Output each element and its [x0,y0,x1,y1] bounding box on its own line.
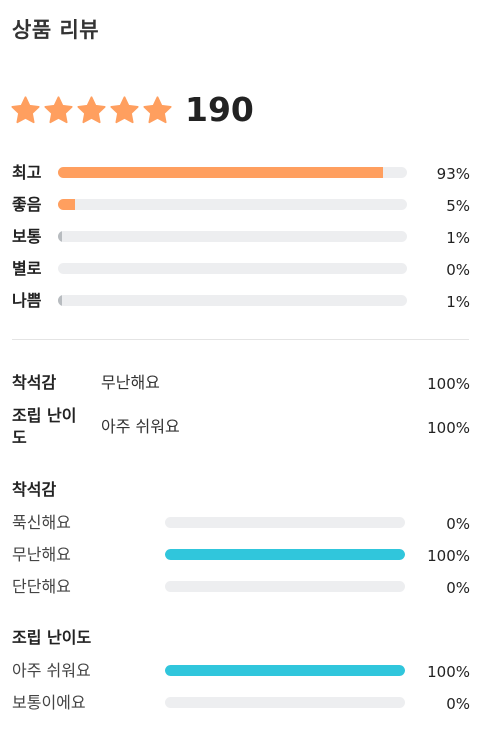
option-label: 단단해요 [12,577,71,596]
distribution-percent: 1% [446,229,470,247]
summary-row-assembly: 조립 난이도 아주 쉬워요 100% [12,405,470,451]
option-percent: 0% [446,515,470,533]
option-row: 무난해요 100% [12,544,472,568]
distribution-label: 보통 [12,227,42,246]
star-rating [10,95,173,126]
distribution-label: 최고 [12,163,42,182]
option-bar [165,581,405,592]
option-label: 푹신해요 [12,513,71,532]
summary-percent: 100% [427,419,470,437]
option-label: 보통이에요 [12,693,86,712]
option-percent: 100% [427,663,470,681]
star-icon [44,95,73,123]
option-label: 아주 쉬워요 [12,661,91,680]
distribution-row: 좋음 5% [12,194,472,226]
star-icon [77,95,106,123]
distribution-row: 별로 0% [12,258,472,290]
divider [12,339,469,340]
distribution-row: 보통 1% [12,226,472,258]
distribution-percent: 1% [446,293,470,311]
option-row: 푹신해요 0% [12,512,472,536]
summary-label: 착석감 [12,373,57,392]
summary-label: 조립 난이도 [12,406,77,447]
summary-percent: 100% [427,375,470,393]
option-bar [165,517,405,528]
distribution-row: 나쁨 1% [12,290,472,322]
distribution-label: 나쁨 [12,291,42,310]
option-fill [165,665,405,676]
option-percent: 0% [446,695,470,713]
star-icon [143,95,172,123]
summary-value: 아주 쉬워요 [101,417,180,436]
distribution-fill [58,199,76,210]
rating-summary: 190 [10,92,254,128]
star-icon [11,95,40,123]
distribution-bar [58,263,407,274]
distribution-fill [58,167,383,178]
review-count: 190 [185,90,254,129]
option-percent: 100% [427,547,470,565]
distribution-bar [58,167,407,178]
distribution-percent: 93% [436,165,470,183]
distribution-row: 최고 93% [12,162,472,194]
distribution-percent: 5% [446,197,470,215]
option-bar [165,697,405,708]
option-row: 단단해요 0% [12,576,472,600]
summary-value: 무난해요 [101,373,160,392]
star-icon [110,95,139,123]
summary-row-seating: 착석감 무난해요 100% [12,372,470,396]
option-fill [165,549,405,560]
option-label: 무난해요 [12,545,71,564]
distribution-fill [58,231,62,242]
distribution-label: 별로 [12,259,42,278]
section-title-assembly: 조립 난이도 [12,628,92,647]
section-title-seating: 착석감 [12,480,57,499]
option-bar [165,549,405,560]
option-row: 보통이에요 0% [12,692,472,716]
distribution-bar [58,199,407,210]
option-bar [165,665,405,676]
page-title: 상품 리뷰 [12,18,100,42]
distribution-bar [58,295,407,306]
option-percent: 0% [446,579,470,597]
option-row: 아주 쉬워요 100% [12,660,472,684]
distribution-percent: 0% [446,261,470,279]
distribution-bar [58,231,407,242]
distribution-fill [58,295,62,306]
distribution-label: 좋음 [12,195,42,214]
